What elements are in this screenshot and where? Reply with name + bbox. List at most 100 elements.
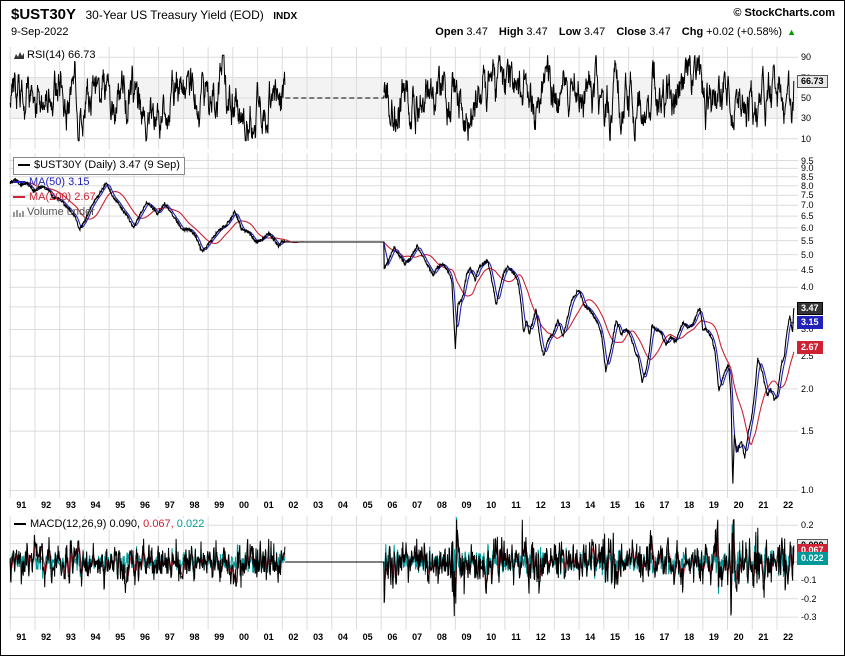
y-axis-tick: -0.1 [801, 575, 817, 586]
x-axis-year: 17 [659, 500, 670, 510]
x-axis-year: 00 [238, 500, 249, 510]
rsi-plot [9, 47, 798, 149]
x-axis-year: 99 [214, 632, 225, 642]
price-legend: $UST30Y (Daily) 3.47 (9 Sep) MA(50) 3.15… [13, 157, 185, 220]
y-axis-tick: 30 [801, 113, 812, 124]
x-axis-year: 21 [758, 632, 769, 642]
x-axis-year: 03 [313, 632, 324, 642]
rsi-label-text: RSI(14) 66.73 [27, 49, 96, 61]
x-axis-year: 01 [263, 500, 274, 510]
x-axis-year: 06 [387, 632, 398, 642]
x-axis-year: 14 [585, 500, 596, 510]
x-axis-year: 09 [461, 500, 472, 510]
price-plot [9, 153, 798, 498]
x-axis-year: 07 [412, 500, 423, 510]
y-axis-tick: 90 [801, 52, 812, 63]
x-axis-year: 92 [41, 500, 52, 510]
x-axis-year: 11 [511, 632, 521, 642]
x-axis-year: 16 [634, 500, 645, 510]
macd-label-text: MACD(12,26,9) [30, 518, 107, 530]
x-axis-year: 94 [90, 632, 101, 642]
macd-hist-value: 0.022 [176, 518, 205, 530]
x-axis-year: 19 [708, 632, 719, 642]
symbol: $UST30Y [11, 6, 77, 23]
price-line [9, 177, 286, 253]
y-axis-tick: 9.5 [801, 155, 814, 166]
macd-legend: MACD(12,26,9) 0.090, 0.067, 0.022 [11, 518, 208, 530]
macd-value: 0.090, [109, 518, 141, 530]
y-axis-tick: -0.3 [801, 612, 817, 623]
chg-label: Chg [681, 26, 704, 38]
macd-line [285, 561, 385, 603]
x-axis-year: 00 [238, 632, 249, 642]
open-value: 3.47 [466, 26, 488, 38]
x-axis-year: 18 [684, 500, 695, 510]
x-axis-year: 93 [65, 500, 76, 510]
x-axis-year: 19 [708, 500, 719, 510]
y-axis-tick: 4.5 [801, 265, 814, 276]
x-axis-year: 05 [362, 500, 373, 510]
x-axis-year: 07 [412, 632, 423, 642]
ma200-legend-text: MA(200) 2.67 [29, 191, 96, 203]
chg-up-arrow: ▲ [787, 27, 796, 37]
high-value: 3.47 [526, 26, 548, 38]
x-axis-year: 91 [16, 632, 27, 642]
x-axis-macd: 91 92 93 94 95 96 97 98 99 00 01 02 03 04 05 06 07 08 09 10… [1, 632, 844, 643]
y-axis-tick: 8.0 [801, 180, 814, 191]
x-axis-year: 94 [90, 500, 101, 510]
rsi-line [9, 54, 286, 142]
ma50-line [383, 243, 795, 454]
ma200-line [383, 242, 795, 446]
y-axis-tick: 8.5 [801, 171, 814, 182]
y-axis-tick: 10 [801, 133, 812, 144]
macd-signal-value: 0.067, [143, 518, 174, 530]
x-axis-year: 97 [164, 632, 175, 642]
last-value-box: 3.15 [797, 316, 823, 330]
x-axis-year: 98 [189, 500, 200, 510]
x-axis-year: 06 [387, 500, 398, 510]
price-line [285, 241, 385, 270]
macd-signal-line [285, 561, 385, 574]
x-axis-year: 96 [140, 500, 151, 510]
x-axis-year: 92 [41, 632, 52, 642]
y-axis-tick: 50 [801, 93, 812, 103]
y-axis-tick: 5.0 [801, 249, 814, 260]
primary-legend-box: $UST30Y (Daily) 3.47 (9 Sep) [13, 157, 185, 175]
x-axis-year: 15 [609, 500, 620, 510]
x-axis-year: 96 [140, 632, 151, 642]
x-axis-year: 98 [189, 632, 200, 642]
x-axis-year: 08 [436, 500, 447, 510]
x-axis-year: 16 [634, 632, 645, 642]
x-axis-year: 91 [16, 500, 27, 510]
last-value-box: 3.47 [797, 302, 823, 316]
x-axis-year: 15 [609, 632, 620, 642]
y-axis-tick: 6.0 [801, 222, 814, 233]
x-axis-year: 05 [362, 632, 373, 642]
x-axis-year: 97 [164, 500, 175, 510]
x-axis-year: 21 [758, 500, 769, 510]
x-axis-year: 17 [659, 632, 670, 642]
chart-header: $UST30Y 30-Year US Treasury Yield (EOD) … [11, 6, 297, 24]
x-axis-year: 95 [115, 632, 126, 642]
macd-hist-line [285, 561, 385, 592]
ma200-swatch [13, 196, 25, 199]
chart-date: 9-Sep-2022 [11, 26, 69, 38]
x-axis-year: 22 [783, 500, 794, 510]
y-axis-tick: 5.5 [801, 235, 814, 246]
y-axis-tick: 1.5 [801, 426, 814, 437]
chg-value: +0.02 (+0.58%) [706, 26, 783, 38]
x-axis-year: 18 [684, 632, 695, 642]
y-axis-tick: -0.2 [801, 593, 817, 604]
volume-icon [13, 209, 24, 217]
price-line [383, 243, 795, 484]
x-axis-year: 01 [263, 632, 274, 642]
x-axis-year: 12 [535, 632, 546, 642]
high-label: High [498, 26, 524, 38]
y-axis-tick: 4.0 [801, 282, 814, 293]
close-value: 3.47 [649, 26, 671, 38]
price-swatch [18, 164, 30, 167]
y-axis-tick: 7.5 [801, 190, 814, 201]
x-axis-year: 04 [337, 632, 348, 642]
rsi-legend: RSI(14) 66.73 [11, 49, 99, 61]
